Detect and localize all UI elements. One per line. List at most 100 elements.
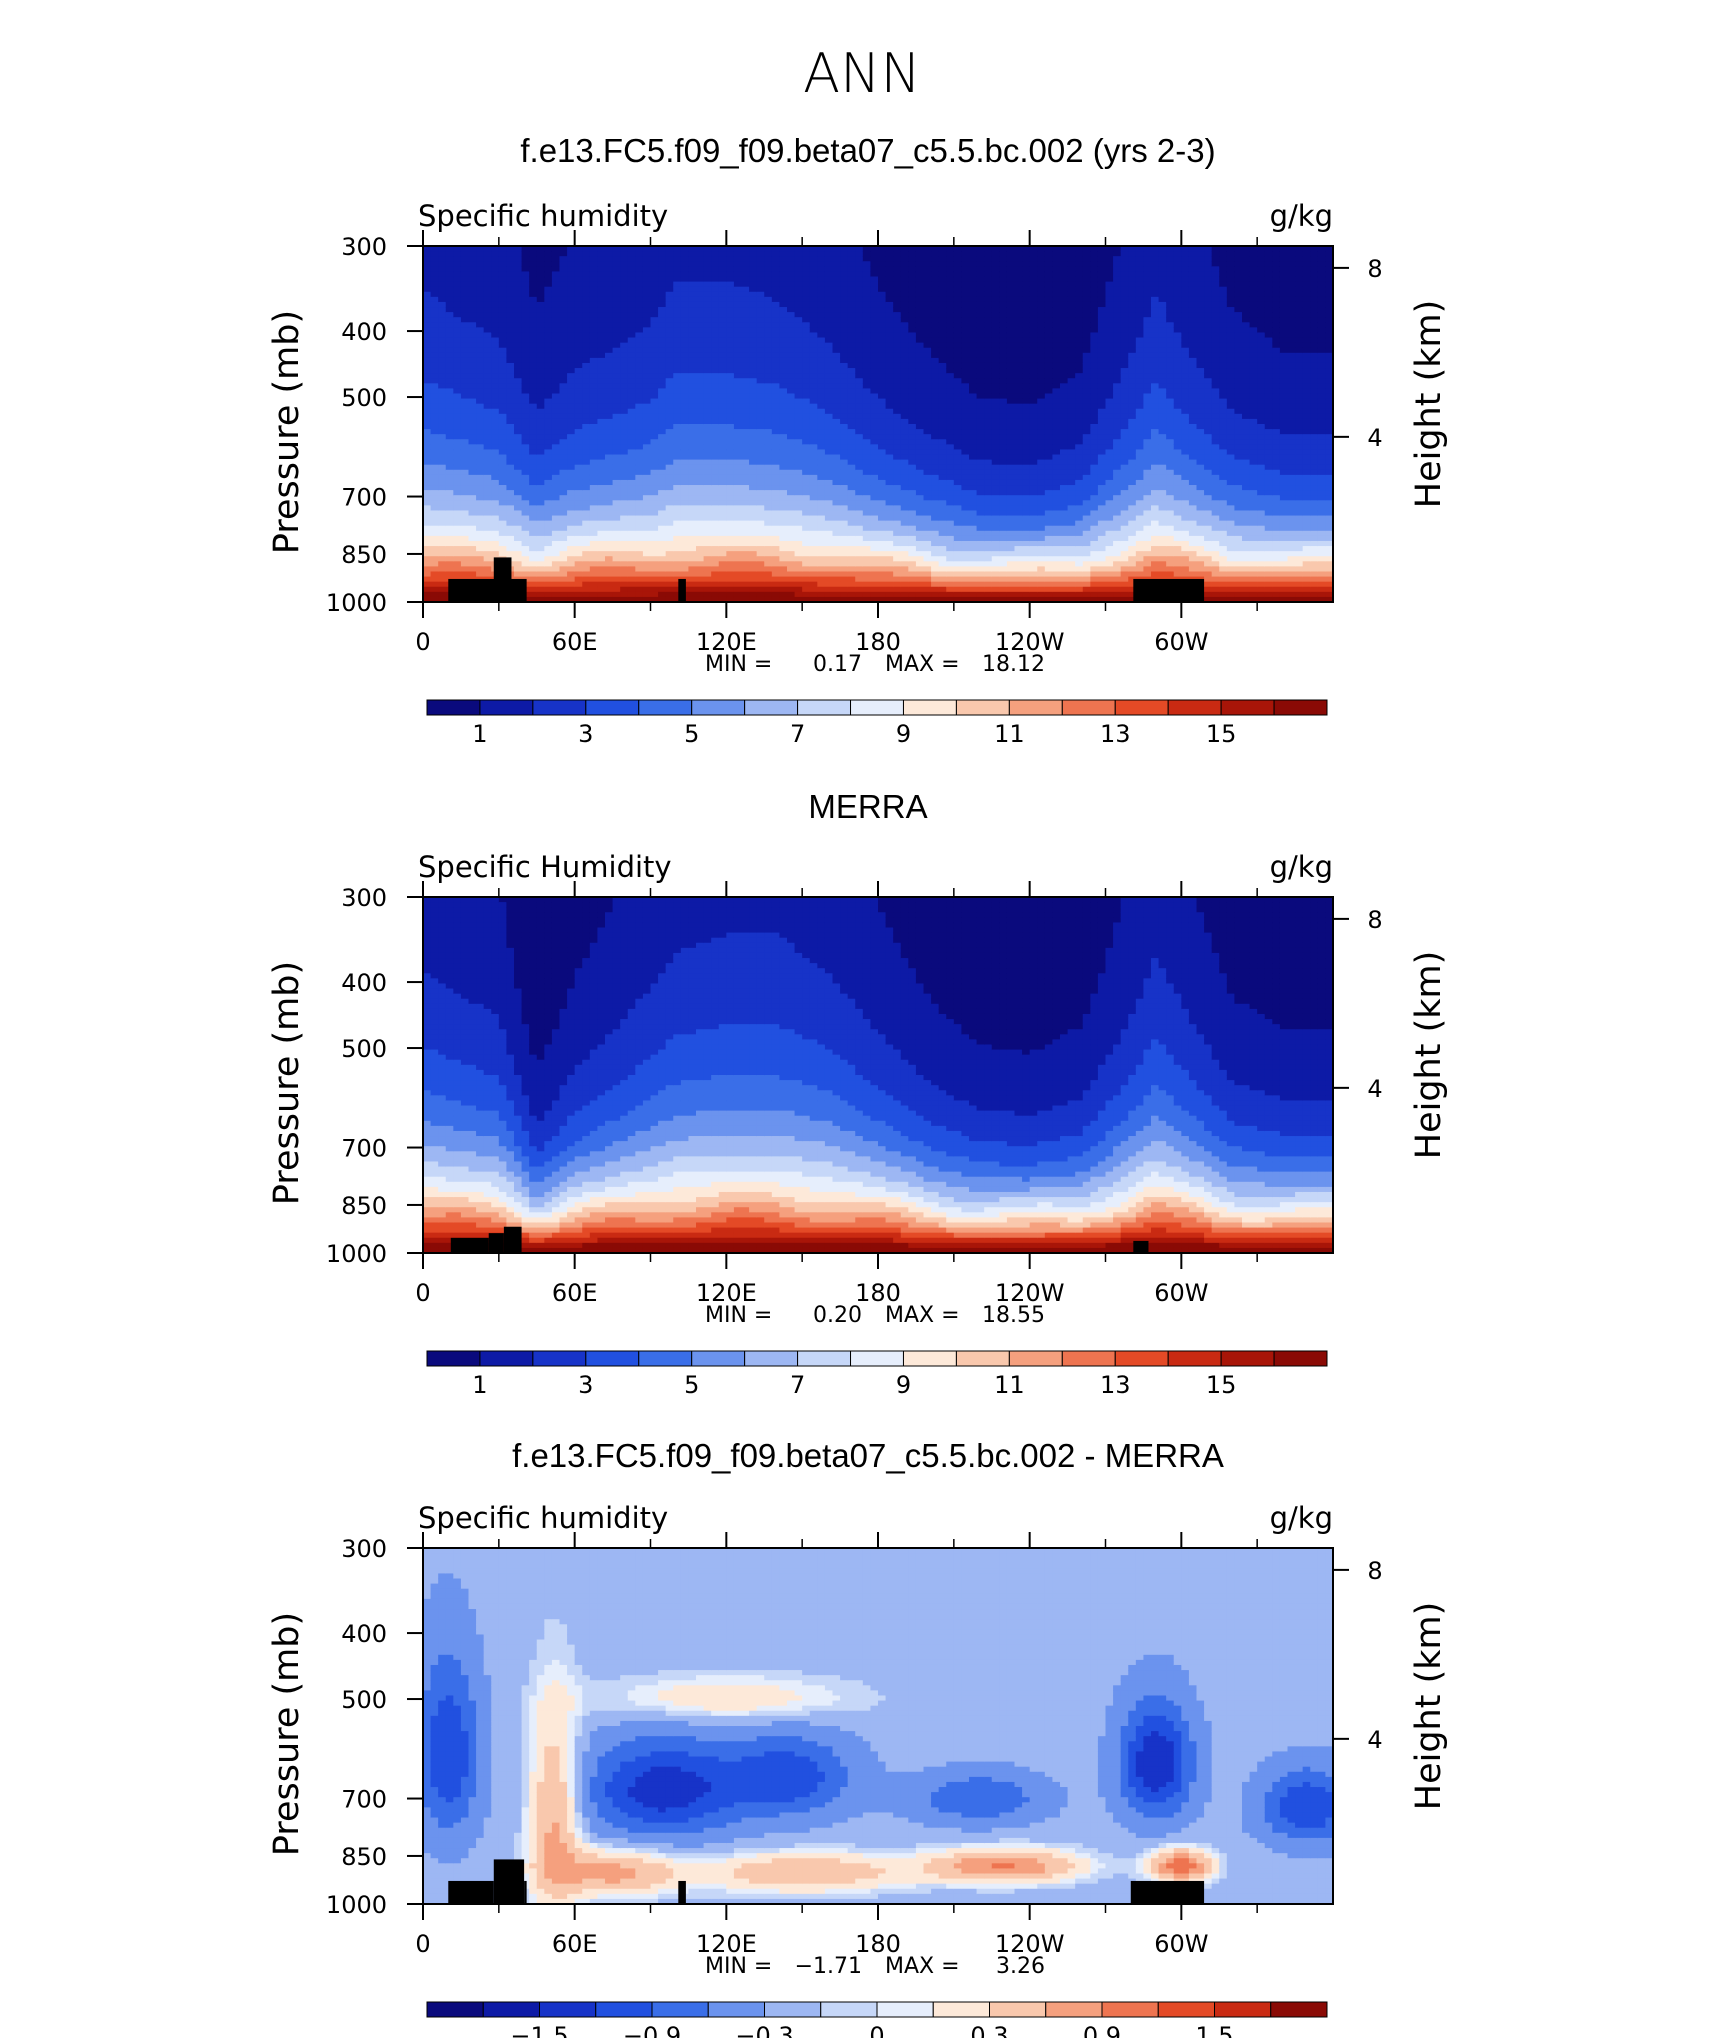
terrain-block xyxy=(448,1881,494,1904)
min-label: MIN = xyxy=(705,1303,772,1328)
panel-subtitle-right: g/kg xyxy=(1270,199,1333,233)
y-tick-label: 300 xyxy=(341,1535,387,1563)
y-tick-label: 400 xyxy=(341,969,387,997)
colorbar-swatch xyxy=(798,700,851,715)
colorbar-swatch xyxy=(1274,1351,1327,1366)
colorbar-swatch xyxy=(427,1351,480,1366)
min-value: −1.71 xyxy=(795,1954,862,1979)
y-tick-label: 850 xyxy=(341,1192,387,1220)
colorbar-label: 7 xyxy=(790,1371,805,1399)
x-tick-label: 60W xyxy=(1154,1279,1208,1307)
right-tick-label: 8 xyxy=(1367,906,1382,934)
colorbar-label: 7 xyxy=(790,720,805,748)
colorbar-swatch xyxy=(483,2002,539,2017)
y-tick-label: 1000 xyxy=(326,1240,387,1268)
x-tick-label: 60E xyxy=(552,1279,598,1307)
colorbar: 1 3 5 7 9 11 13 15 xyxy=(427,1351,1327,1399)
colorbar-swatch xyxy=(1046,2002,1102,2017)
colorbar-label: −1.5 xyxy=(510,2022,568,2038)
colorbar-swatch xyxy=(533,1351,586,1366)
y-tick-label: 500 xyxy=(341,384,387,412)
y-axis-label-right: Height (km) xyxy=(1409,300,1449,509)
colorbar-swatch xyxy=(480,1351,533,1366)
colorbar-label: 5 xyxy=(684,720,699,748)
colorbar-label: 13 xyxy=(1100,720,1131,748)
chart-panel-difference: f.e13.FC5.f09_f09.beta07_c5.5.bc.002 - M… xyxy=(267,1437,1449,2038)
panel-subtitle-right: g/kg xyxy=(1270,1501,1333,1535)
x-tick-label: 60W xyxy=(1154,628,1208,656)
y-tick-label: 500 xyxy=(341,1686,387,1714)
terrain-block xyxy=(1133,579,1204,602)
colorbar-swatch xyxy=(1215,2002,1271,2017)
colorbar-swatch xyxy=(745,700,798,715)
terrain-block xyxy=(511,579,526,602)
y-tick-label: 500 xyxy=(341,1035,387,1063)
terrain-block xyxy=(1131,1881,1204,1904)
min-value: 0.17 xyxy=(813,652,862,677)
terrain-block xyxy=(494,557,512,602)
colorbar-label: 9 xyxy=(896,1371,911,1399)
colorbar-swatch xyxy=(851,700,904,715)
y-tick-label: 300 xyxy=(341,233,387,261)
panel-subtitle-left: Specific humidity xyxy=(418,1501,668,1535)
colorbar-swatch xyxy=(1158,2002,1214,2017)
colorbar-swatch xyxy=(903,700,956,715)
min-label: MIN = xyxy=(705,652,772,677)
colorbar: −1.5 −0.9 −0.3 0 0.3 0.9 1.5 xyxy=(427,2002,1327,2038)
y-tick-label: 850 xyxy=(341,541,387,569)
chart-panel-model: f.e13.FC5.f09_f09.beta07_c5.5.bc.002 (yr… xyxy=(267,132,1449,748)
colorbar-swatch xyxy=(692,1351,745,1366)
x-tick-label: 0 xyxy=(415,1279,430,1307)
colorbar-swatch xyxy=(903,1351,956,1366)
colorbar-label: 11 xyxy=(994,720,1025,748)
colorbar-swatch xyxy=(586,1351,639,1366)
colorbar-swatch xyxy=(1168,700,1221,715)
contour-field xyxy=(423,897,1334,1254)
colorbar-swatch xyxy=(765,2002,821,2017)
colorbar-swatch xyxy=(540,2002,596,2017)
colorbar-label: 1 xyxy=(472,720,487,748)
y-axis-label: Pressure (mb) xyxy=(267,1612,307,1856)
terrain-block xyxy=(524,1881,527,1904)
colorbar-label: −0.3 xyxy=(735,2022,793,2038)
min-label: MIN = xyxy=(705,1954,772,1979)
panel-title: f.e13.FC5.f09_f09.beta07_c5.5.bc.002 (yr… xyxy=(520,132,1215,169)
y-tick-label: 700 xyxy=(341,484,387,512)
colorbar-swatch xyxy=(1271,2002,1327,2017)
colorbar-swatch xyxy=(933,2002,989,2017)
terrain-block xyxy=(494,1859,524,1904)
colorbar-swatch xyxy=(596,2002,652,2017)
colorbar-swatch xyxy=(745,1351,798,1366)
colorbar-label: 9 xyxy=(896,720,911,748)
x-tick-label: 60E xyxy=(552,628,598,656)
colorbar-label: 3 xyxy=(578,1371,593,1399)
colorbar-label: 5 xyxy=(684,1371,699,1399)
y-tick-label: 300 xyxy=(341,884,387,912)
y-axis-label: Pressure (mb) xyxy=(267,961,307,1205)
colorbar: 1 3 5 7 9 11 13 15 xyxy=(427,700,1327,748)
right-tick-label: 8 xyxy=(1367,1557,1382,1585)
colorbar-swatch xyxy=(956,700,1009,715)
terrain-block xyxy=(1133,1241,1148,1253)
colorbar-swatch xyxy=(427,700,480,715)
y-axis-label-right: Height (km) xyxy=(1409,951,1449,1160)
colorbar-swatch xyxy=(1168,1351,1221,1366)
max-label: MAX = xyxy=(885,1303,960,1328)
colorbar-swatch xyxy=(877,2002,933,2017)
max-label: MAX = xyxy=(885,1954,960,1979)
y-tick-label: 700 xyxy=(341,1135,387,1163)
colorbar-swatch xyxy=(480,700,533,715)
terrain-block xyxy=(451,1238,489,1253)
colorbar-swatch xyxy=(1009,1351,1062,1366)
colorbar-label: 15 xyxy=(1206,720,1237,748)
max-value: 3.26 xyxy=(996,1954,1045,1979)
colorbar-swatch xyxy=(652,2002,708,2017)
y-axis-label-right: Height (km) xyxy=(1409,1602,1449,1811)
colorbar-label: 0.3 xyxy=(970,2022,1008,2038)
colorbar-label: 13 xyxy=(1100,1371,1131,1399)
colorbar-swatch xyxy=(692,700,745,715)
colorbar-swatch xyxy=(639,700,692,715)
colorbar-label: 11 xyxy=(994,1371,1025,1399)
contour-field xyxy=(423,1548,1334,1905)
x-tick-label: 0 xyxy=(415,1930,430,1958)
